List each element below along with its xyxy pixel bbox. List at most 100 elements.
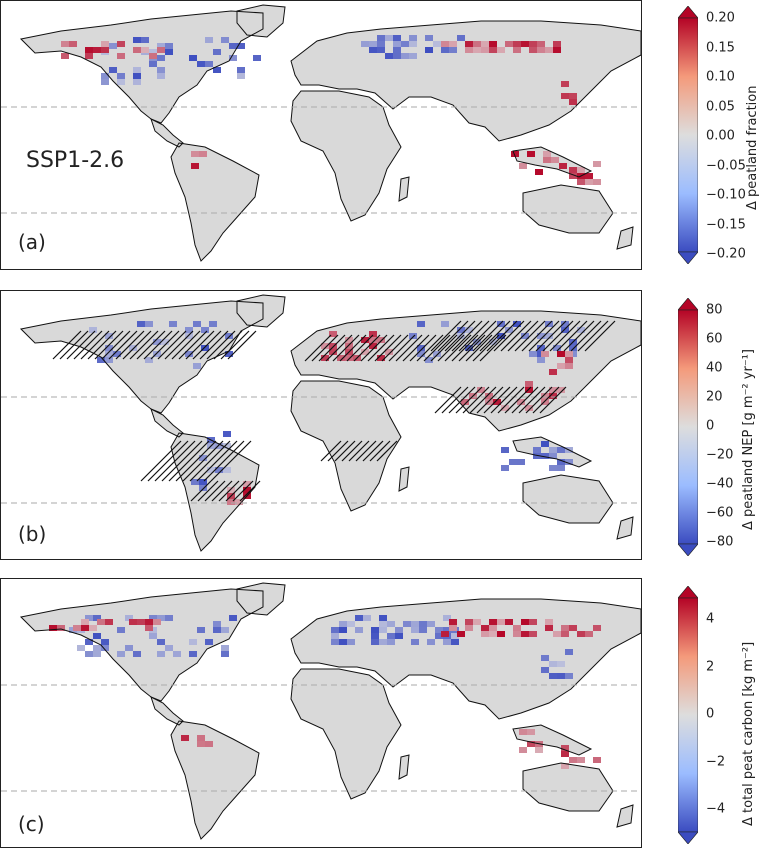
anomaly-cell [85, 651, 93, 657]
anomaly-cell [89, 625, 97, 631]
hatch-line [199, 330, 229, 360]
anomaly-cell [201, 345, 209, 351]
anomaly-cell [395, 627, 403, 633]
anomaly-cell [105, 345, 113, 351]
madagascar-land [399, 177, 409, 201]
hatch-line [115, 330, 145, 360]
anomaly-cell [549, 661, 557, 667]
hatch-line [101, 330, 131, 360]
anomaly-cell [553, 345, 561, 351]
anomaly-cell [561, 327, 569, 333]
anomaly-cell [489, 47, 497, 53]
hatch-line [175, 440, 217, 482]
anomaly-cell [379, 627, 387, 633]
map-c [0, 578, 642, 848]
anomaly-cell [449, 47, 457, 53]
anomaly-cell [227, 499, 235, 505]
hatch-line [211, 480, 233, 502]
anomaly-cell [369, 47, 377, 53]
se-asia-islands-coast [512, 724, 593, 756]
anomaly-cell [223, 443, 231, 449]
coastlines-b [19, 294, 641, 552]
hatch-line [483, 386, 511, 414]
anomaly-cell [105, 333, 113, 339]
anomaly-cell [181, 735, 189, 741]
anomaly-cell [501, 405, 509, 411]
significance-hatching [52, 320, 616, 502]
anomaly-cell [189, 639, 197, 645]
colorbar-tick-label: −0.05 [706, 158, 746, 173]
madagascar-coast [398, 754, 410, 780]
anomaly-cell [109, 67, 117, 73]
hatch-line [346, 334, 374, 362]
africa-land [291, 381, 401, 511]
anomaly-cell [223, 431, 231, 437]
anomaly-cell [441, 47, 449, 53]
colorbar-tick-label: −20 [706, 447, 734, 463]
anomaly-cell [125, 645, 133, 651]
anomaly-cell [543, 157, 551, 163]
australia-coast [522, 762, 614, 812]
anomaly-cell [157, 639, 165, 645]
anomaly-cell [481, 41, 489, 47]
hatch-line [190, 480, 212, 502]
anomaly-cell [557, 459, 565, 465]
madagascar-coast [398, 466, 410, 492]
anomaly-cell [201, 327, 209, 333]
panel-label-c: (c) [18, 812, 45, 836]
colorbar-gradient [678, 597, 698, 833]
australia-land [523, 763, 613, 811]
anomaly-cell [157, 47, 165, 53]
anomaly-cell [129, 345, 137, 351]
anomaly-cell [461, 399, 469, 405]
anomaly-cell [593, 161, 601, 167]
anomaly-cell [489, 625, 497, 631]
anomaly-cell [197, 61, 205, 67]
anomaly-cell [565, 649, 573, 655]
anomaly-cell [401, 41, 409, 47]
panel-label-b: (b) [18, 522, 47, 546]
anomaly-cell [485, 393, 493, 399]
anomaly-cell [561, 751, 569, 757]
anomaly-cell [497, 321, 505, 327]
anomaly-cell [165, 615, 173, 621]
australia-coast [522, 184, 614, 234]
anomaly-cell [49, 625, 57, 631]
anomaly-cell [489, 619, 497, 625]
anomaly-cell [189, 55, 197, 61]
anomaly-cell [117, 79, 125, 85]
hatch-line [136, 330, 166, 360]
anomaly-cell [169, 321, 177, 327]
hatch-line [374, 334, 402, 362]
anomaly-cell [85, 47, 93, 53]
anomaly-cell [577, 631, 585, 637]
anomaly-cell [553, 631, 561, 637]
anomaly-cell [513, 47, 521, 53]
australia-land [523, 185, 613, 233]
anomaly-cell [221, 651, 229, 657]
eurasia-coast [290, 20, 641, 142]
anomaly-cell [519, 747, 527, 753]
greenland-land [237, 583, 285, 615]
anomaly-cell [403, 621, 411, 627]
anomaly-cell [577, 327, 585, 333]
anomaly-cell [419, 621, 427, 627]
anomaly-cell [377, 41, 385, 47]
anomaly-cell [511, 151, 519, 157]
hatch-line [355, 440, 377, 462]
anomaly-cell [57, 625, 65, 631]
colorbar-title-a: Δ peatland fraction [745, 85, 760, 210]
colorbar-bottom-arrow [678, 831, 698, 844]
hatch-line [239, 480, 261, 502]
anomaly-cell [565, 351, 573, 357]
anomaly-cell [505, 41, 513, 47]
new-zealand-coast [616, 804, 634, 828]
anomaly-cell [189, 651, 197, 657]
hatch-line [122, 330, 152, 360]
anomaly-cell [133, 73, 141, 79]
anomaly-cell [541, 453, 549, 459]
anomaly-cell [205, 639, 213, 645]
north-america-land [21, 11, 263, 123]
hatch-line [430, 334, 458, 362]
hatch-line [164, 330, 194, 360]
